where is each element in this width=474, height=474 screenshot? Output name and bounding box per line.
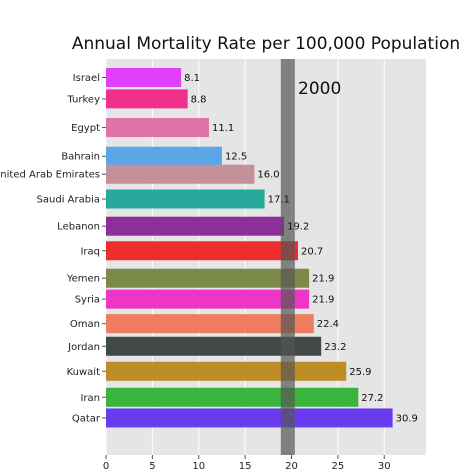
x-tick-label: 25 [332,461,345,472]
value-label: 27.2 [361,393,383,404]
bar-yemen [106,268,310,288]
category-label: Syria [75,295,100,306]
bar-jordan [106,336,322,356]
x-tick-label: 5 [149,461,155,472]
bar-bahrain [106,146,222,166]
value-label: 17.1 [268,195,290,206]
category-label: Iraq [80,246,100,257]
x-tick-label: 0 [103,461,109,472]
category-label: Bahrain [61,152,100,163]
bar-iraq [106,241,298,261]
category-label: Kuwait [67,367,100,378]
chart-title: Annual Mortality Rate per 100,000 Popula… [72,34,460,54]
value-label: 20.7 [301,246,323,257]
value-label: 8.8 [191,94,207,105]
value-label: 21.9 [312,295,334,306]
bar-kuwait [106,361,347,381]
value-label: 21.9 [312,274,334,285]
category-label: Oman [70,319,100,330]
category-labels: Israel Turkey Egypt Bahrain United Arab Emir… [0,73,106,424]
bar-israel [106,68,182,87]
category-label: Iran [80,393,100,404]
x-tick-label: 20 [285,461,298,472]
category-label: Qatar [72,413,101,424]
bar-egypt [106,118,209,138]
bar-lebanon [106,216,285,236]
category-label: Saudi Arabia [37,195,100,206]
category-label: Jordan [67,342,100,353]
value-label: 25.9 [349,367,371,378]
x-axis: 0 5 10 15 20 25 30 [103,455,391,472]
category-label: Egypt [71,123,100,134]
bar-iran [106,387,359,407]
bar-syria [106,289,310,309]
x-tick-label: 30 [378,461,391,472]
category-label: Turkey [66,94,100,105]
value-label: 22.4 [317,319,339,330]
bar-united-arab-emirates [106,164,255,184]
bars-group [106,68,393,428]
bar-saudi-arabia [106,189,265,209]
x-tick-label: 15 [239,461,252,472]
category-label: Lebanon [57,222,100,233]
bar-turkey [106,89,188,109]
year-annotation: 2000 [298,79,341,99]
bar-oman [106,314,314,334]
reference-line [280,59,295,455]
value-label: 30.9 [396,413,418,424]
value-label: 8.1 [184,73,200,84]
value-label: 16.0 [257,170,279,181]
category-label: United Arab Emirates [0,170,100,181]
value-label: 23.2 [324,342,346,353]
value-label: 19.2 [287,222,309,233]
value-label: 12.5 [225,152,247,163]
category-label: Israel [73,73,100,84]
category-label: Yemen [66,274,100,285]
bar-qatar [106,408,393,428]
value-label: 11.1 [212,123,234,134]
x-tick-label: 10 [192,461,205,472]
value-labels: 8.1 8.8 11.1 12.5 16.0 17.1 19.2 20.7 21.9 21.9 22… [184,73,418,424]
